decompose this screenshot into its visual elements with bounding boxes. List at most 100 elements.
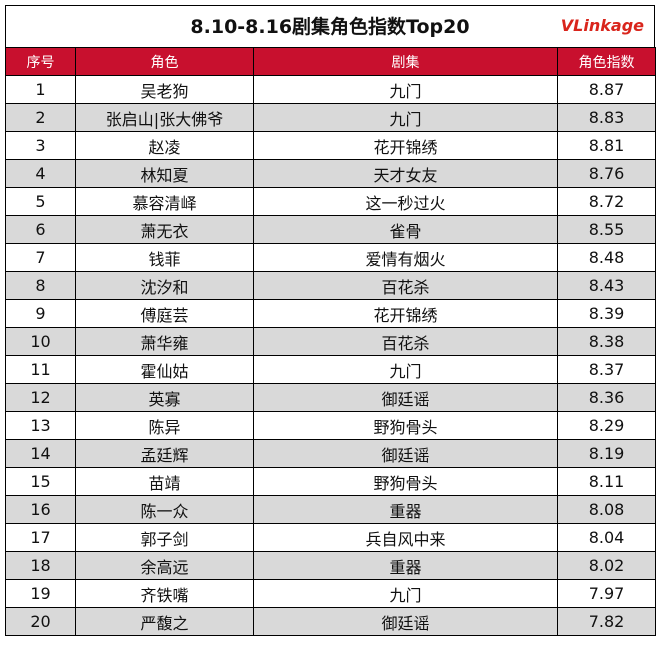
drama-cell: 花开锦绣 <box>253 299 558 328</box>
index-cell: 8.83 <box>557 103 656 132</box>
rank-cell: 1 <box>5 75 76 104</box>
drama-cell: 百花杀 <box>253 271 558 300</box>
role-cell: 陈一众 <box>75 495 254 524</box>
drama-cell: 天才女友 <box>253 159 558 188</box>
table-row: 2 张启山|张大佛爷 九门 8.83 <box>5 103 656 132</box>
role-cell: 林知夏 <box>75 159 254 188</box>
rank-cell: 10 <box>5 327 76 356</box>
index-cell: 8.19 <box>557 439 656 468</box>
drama-cell: 百花杀 <box>253 327 558 356</box>
drama-cell: 野狗骨头 <box>253 467 558 496</box>
rank-cell: 17 <box>5 523 76 552</box>
index-cell: 8.04 <box>557 523 656 552</box>
table-row: 12 英寡 御廷谣 8.36 <box>5 383 656 412</box>
index-cell: 8.02 <box>557 551 656 580</box>
table-row: 14 孟廷辉 御廷谣 8.19 <box>5 439 656 468</box>
rank-cell: 9 <box>5 299 76 328</box>
rank-cell: 6 <box>5 215 76 244</box>
index-cell: 8.37 <box>557 355 656 384</box>
table-row: 11 霍仙姑 九门 8.37 <box>5 355 656 384</box>
drama-cell: 花开锦绣 <box>253 131 558 160</box>
ranking-table: 序号 角色 剧集 角色指数 1 吴老狗 九门 8.87 2 张启山|张大佛爷 九门 8.83 3 赵凌花… <box>5 47 656 636</box>
drama-cell: 雀骨 <box>253 215 558 244</box>
drama-cell: 兵自风中来 <box>253 523 558 552</box>
table-row: 18 余高远 重器 8.02 <box>5 551 656 580</box>
index-cell: 8.72 <box>557 187 656 216</box>
rank-cell: 13 <box>5 411 76 440</box>
rank-cell: 16 <box>5 495 76 524</box>
drama-cell: 九门 <box>253 579 558 608</box>
table-row: 9 傅庭芸 花开锦绣 8.39 <box>5 299 656 328</box>
role-cell: 霍仙姑 <box>75 355 254 384</box>
table-row: 4 林知夏 天才女友 8.76 <box>5 159 656 188</box>
drama-cell: 御廷谣 <box>253 607 558 636</box>
table-row: 15 苗靖 野狗骨头 8.11 <box>5 467 656 496</box>
table-row: 7 钱菲 爱情有烟火 8.48 <box>5 243 656 272</box>
index-cell: 8.87 <box>557 75 656 104</box>
table-row: 19 齐铁嘴 九门 7.97 <box>5 579 656 608</box>
table-row: 20 严馥之 御廷谣 7.82 <box>5 607 656 636</box>
table-row: 8 沈汐和 百花杀 8.43 <box>5 271 656 300</box>
drama-cell: 御廷谣 <box>253 383 558 412</box>
drama-cell: 九门 <box>253 355 558 384</box>
column-header: 角色 <box>75 47 254 76</box>
table-row: 3 赵凌 花开锦绣 8.81 <box>5 131 656 160</box>
drama-cell: 重器 <box>253 495 558 524</box>
role-cell: 郭子剑 <box>75 523 254 552</box>
rank-cell: 20 <box>5 607 76 636</box>
rank-cell: 19 <box>5 579 76 608</box>
table-row: 16 陈一众 重器 8.08 <box>5 495 656 524</box>
index-cell: 8.55 <box>557 215 656 244</box>
index-cell: 8.48 <box>557 243 656 272</box>
rank-cell: 18 <box>5 551 76 580</box>
table-row: 17 郭子剑 兵自风中来 8.04 <box>5 523 656 552</box>
role-cell: 吴老狗 <box>75 75 254 104</box>
table-body: 1 吴老狗 九门 8.87 2 张启山|张大佛爷 九门 8.83 3 赵凌 花开锦绣 8.81 4 林知夏… <box>5 75 656 636</box>
drama-cell: 重器 <box>253 551 558 580</box>
index-cell: 8.36 <box>557 383 656 412</box>
role-cell: 慕容清峄 <box>75 187 254 216</box>
rank-cell: 8 <box>5 271 76 300</box>
role-cell: 严馥之 <box>75 607 254 636</box>
role-cell: 苗靖 <box>75 467 254 496</box>
table-row: 6 萧无衣 雀骨 8.55 <box>5 215 656 244</box>
index-cell: 7.82 <box>557 607 656 636</box>
role-cell: 孟廷辉 <box>75 439 254 468</box>
role-cell: 萧华雍 <box>75 327 254 356</box>
index-cell: 8.76 <box>557 159 656 188</box>
rank-cell: 4 <box>5 159 76 188</box>
index-cell: 8.08 <box>557 495 656 524</box>
role-cell: 钱菲 <box>75 243 254 272</box>
table-row: 1 吴老狗 九门 8.87 <box>5 75 656 104</box>
role-cell: 萧无衣 <box>75 215 254 244</box>
title: 8.10-8.16剧集角色指数Top20 <box>190 16 470 38</box>
rank-cell: 15 <box>5 467 76 496</box>
role-cell: 陈异 <box>75 411 254 440</box>
column-header: 剧集 <box>253 47 558 76</box>
table-row: 13 陈异 野狗骨头 8.29 <box>5 411 656 440</box>
header-row: 序号 角色 剧集 角色指数 <box>5 47 656 76</box>
rank-cell: 3 <box>5 131 76 160</box>
column-header: 角色指数 <box>557 47 656 76</box>
role-cell: 英寡 <box>75 383 254 412</box>
rank-cell: 14 <box>5 439 76 468</box>
index-cell: 8.29 <box>557 411 656 440</box>
rank-cell: 5 <box>5 187 76 216</box>
drama-cell: 爱情有烟火 <box>253 243 558 272</box>
drama-cell: 野狗骨头 <box>253 411 558 440</box>
title-bar: 8.10-8.16剧集角色指数Top20 VLinkage <box>5 5 655 47</box>
role-cell: 傅庭芸 <box>75 299 254 328</box>
rank-cell: 7 <box>5 243 76 272</box>
index-cell: 8.38 <box>557 327 656 356</box>
rank-cell: 12 <box>5 383 76 412</box>
role-cell: 沈汐和 <box>75 271 254 300</box>
rank-cell: 11 <box>5 355 76 384</box>
drama-cell: 九门 <box>253 103 558 132</box>
index-cell: 8.39 <box>557 299 656 328</box>
logo: VLinkage <box>560 16 644 35</box>
index-cell: 8.81 <box>557 131 656 160</box>
role-cell: 余高远 <box>75 551 254 580</box>
rank-cell: 2 <box>5 103 76 132</box>
drama-cell: 九门 <box>253 75 558 104</box>
